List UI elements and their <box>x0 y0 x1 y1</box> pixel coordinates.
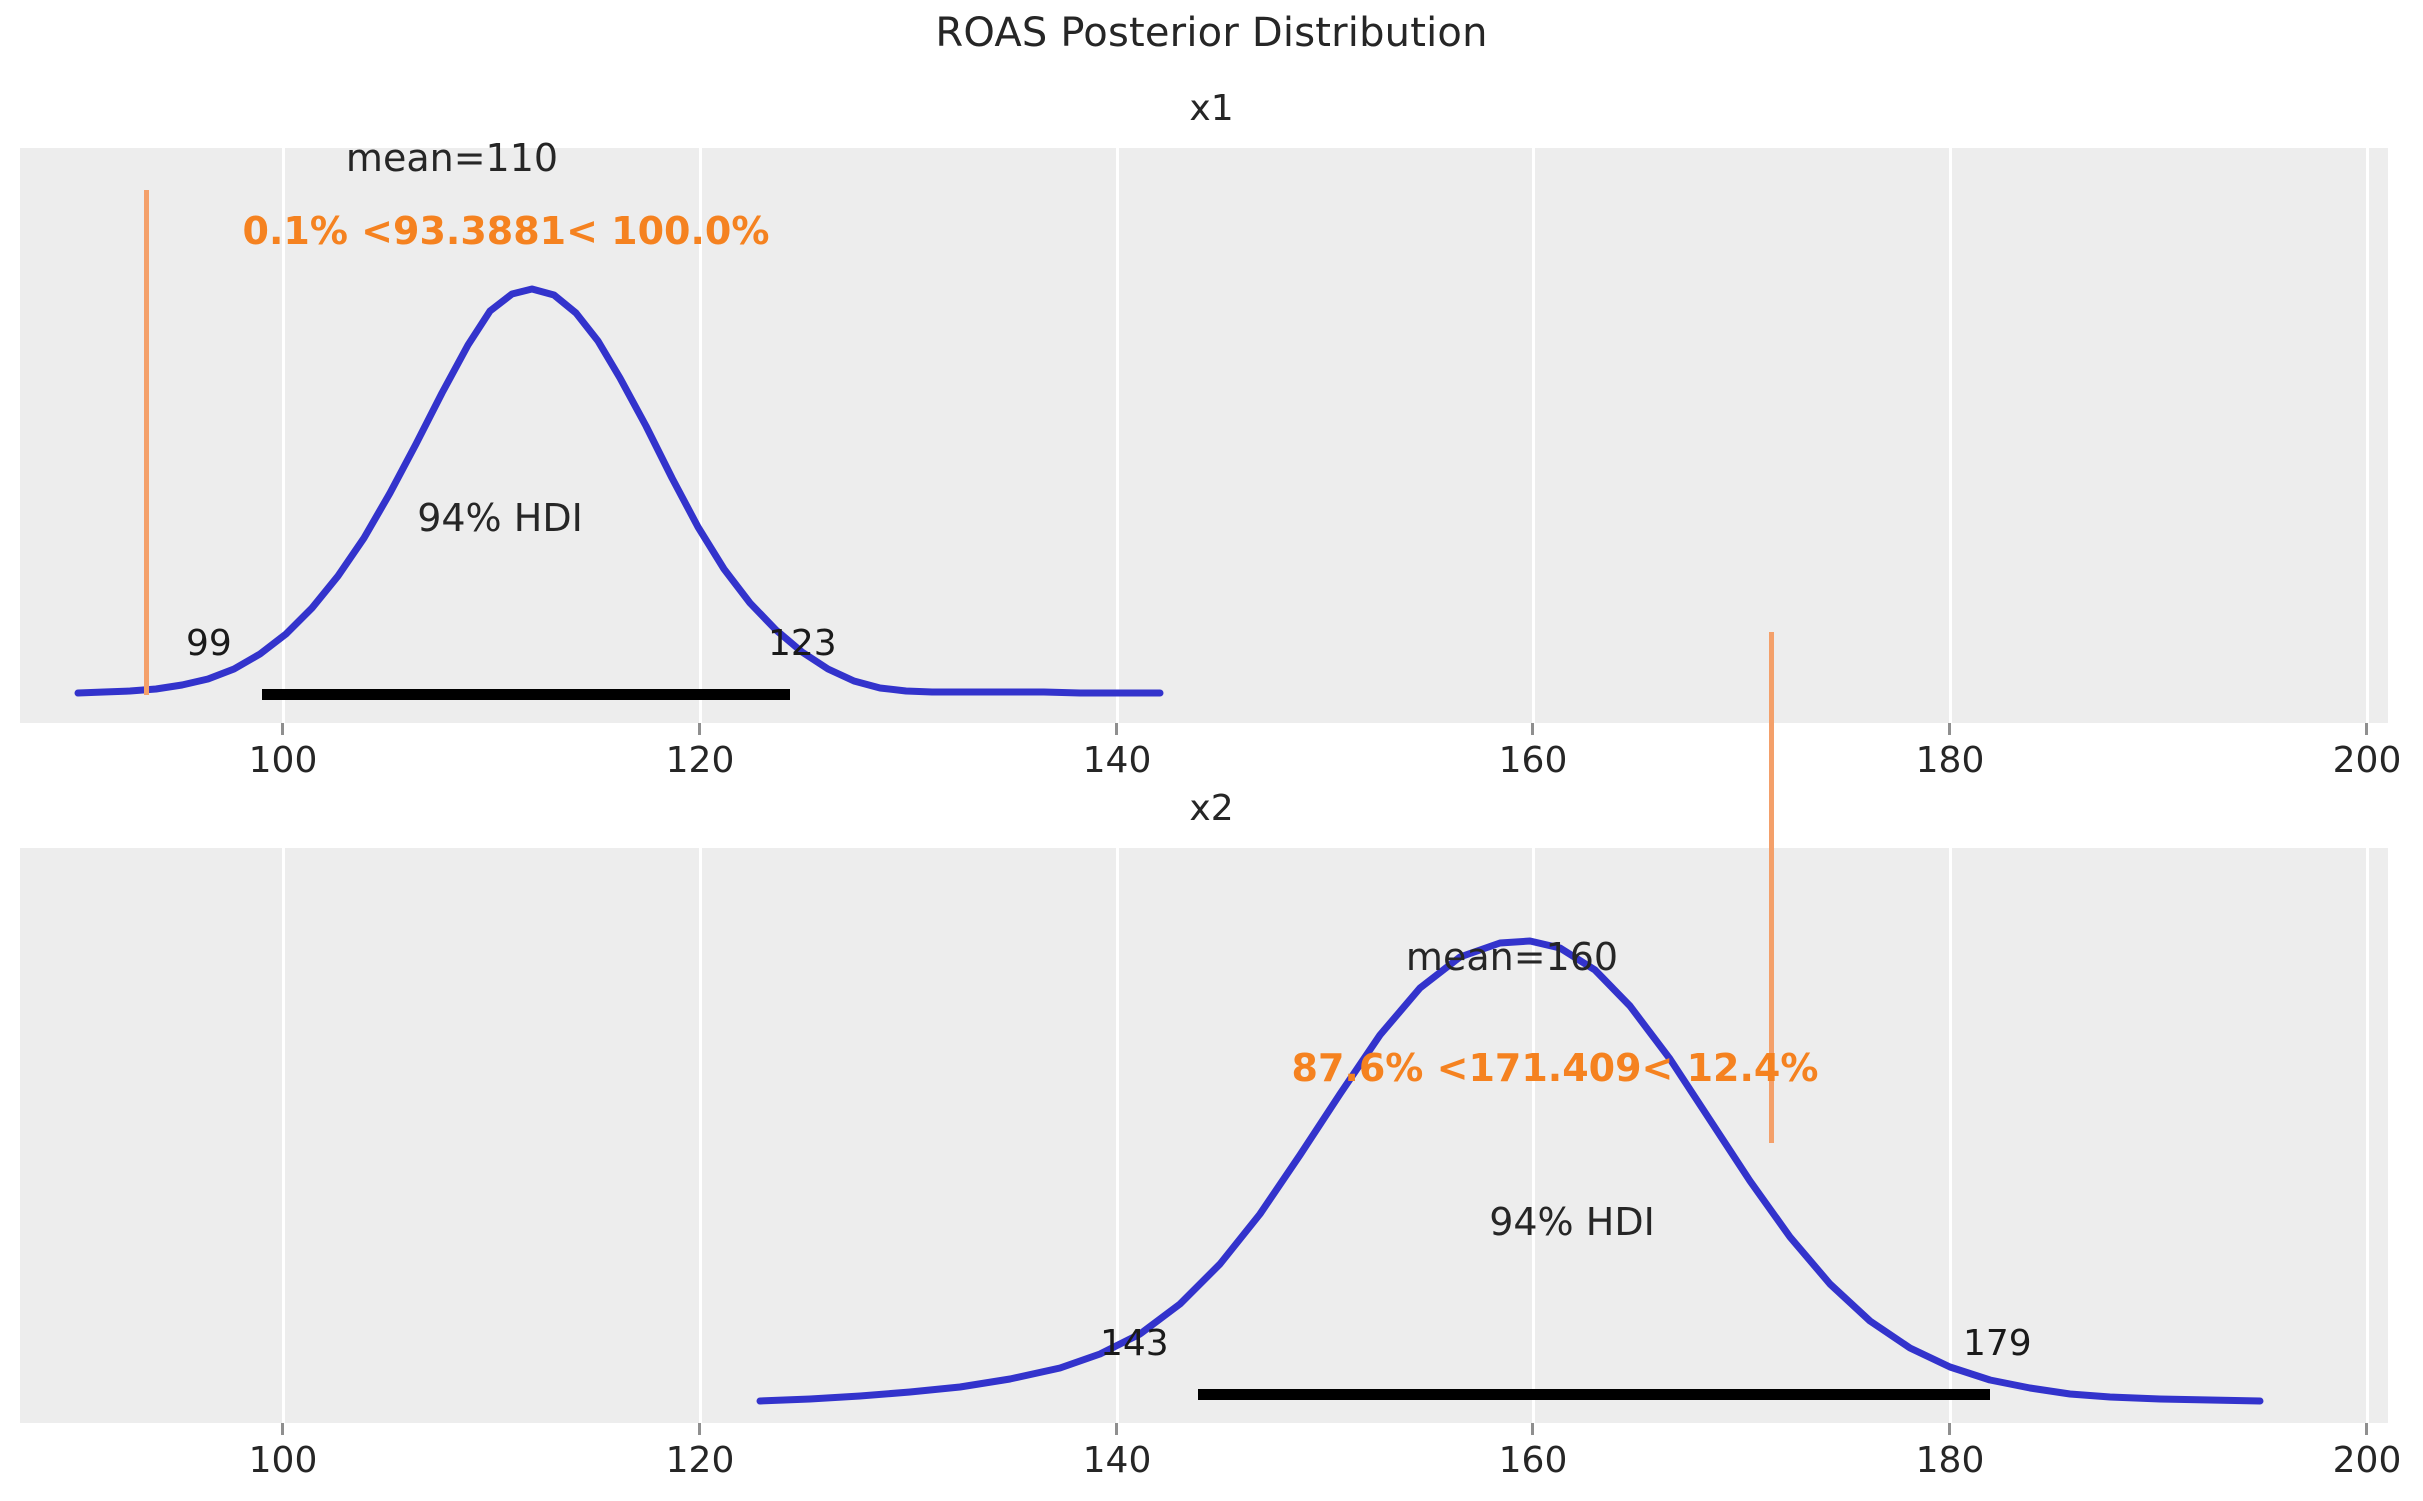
hdi-bar-x2 <box>1198 1389 1990 1400</box>
tick-mark-200-x2 <box>2365 1423 2368 1435</box>
hdi-caption-x1: 94% HDI <box>417 496 583 540</box>
tick-mark-160-x2 <box>1531 1423 1534 1435</box>
tick-mark-100-x1 <box>281 723 284 735</box>
tick-mark-200-x1 <box>2365 723 2368 735</box>
tick-label-100-x2: 100 <box>248 1440 318 1481</box>
panel-title-x2: x2 <box>1189 788 1234 829</box>
mean-label-x1: mean=110 <box>345 136 559 180</box>
tick-mark-180-x2 <box>1948 1423 1951 1435</box>
gridline-120-x1 <box>699 148 702 723</box>
density-curve-x1 <box>74 285 1164 697</box>
gridline-160-x1 <box>1532 148 1535 723</box>
gridline-200-x2 <box>2366 848 2369 1423</box>
plot-panel-x2 <box>20 632 2388 1423</box>
density-curve-x2 <box>756 937 2264 1405</box>
tick-label-100-x1: 100 <box>248 740 318 781</box>
mean-label-x2: mean=160 <box>1405 935 1619 979</box>
gridline-140-x1 <box>1116 148 1119 723</box>
gridline-160-x2 <box>1532 848 1535 1423</box>
gridline-100-x1 <box>282 148 285 723</box>
tick-mark-180-x1 <box>1948 723 1951 735</box>
gridline-140-x2 <box>1116 848 1119 1423</box>
gridline-200-x1 <box>2366 148 2369 723</box>
tick-label-160-x2: 160 <box>1498 1440 1568 1481</box>
tick-label-140-x1: 140 <box>1082 740 1152 781</box>
tick-label-200-x1: 200 <box>2332 740 2402 781</box>
hdi-low-label-x2: 143 <box>1100 1323 1169 1364</box>
gridline-180-x1 <box>1949 148 1952 723</box>
gridline-180-x2 <box>1949 848 1952 1423</box>
tick-mark-120-x2 <box>698 1423 701 1435</box>
hdi-caption-x2: 94% HDI <box>1489 1200 1655 1244</box>
gridline-100-x2 <box>282 848 285 1423</box>
hdi-bar-x1 <box>262 689 790 700</box>
panel-title-x1: x1 <box>1189 88 1234 129</box>
hdi-high-label-x1: 123 <box>768 623 837 664</box>
reference-line-x2 <box>1769 632 1774 1143</box>
tick-label-200-x2: 200 <box>2332 1440 2402 1481</box>
tick-mark-100-x2 <box>281 1423 284 1435</box>
tick-mark-160-x1 <box>1531 723 1534 735</box>
probability-annotation-x1: 0.1% <93.3881< 100.0% <box>242 209 770 253</box>
hdi-low-label-x1: 99 <box>186 623 232 664</box>
tick-mark-140-x1 <box>1115 723 1118 735</box>
chart-title: ROAS Posterior Distribution <box>935 10 1488 56</box>
probability-annotation-x2: 87.6% <171.409< 12.4% <box>1291 1046 1819 1090</box>
tick-label-140-x2: 140 <box>1082 1440 1152 1481</box>
tick-label-160-x1: 160 <box>1498 740 1568 781</box>
tick-mark-140-x2 <box>1115 1423 1118 1435</box>
reference-line-x1 <box>144 190 149 695</box>
gridline-120-x2 <box>699 848 702 1423</box>
tick-label-180-x1: 180 <box>1915 740 1985 781</box>
tick-label-120-x1: 120 <box>665 740 735 781</box>
tick-label-180-x2: 180 <box>1915 1440 1985 1481</box>
tick-mark-120-x1 <box>698 723 701 735</box>
plot-panel-x1 <box>20 148 2388 723</box>
tick-label-120-x2: 120 <box>665 1440 735 1481</box>
hdi-high-label-x2: 179 <box>1963 1323 2032 1364</box>
